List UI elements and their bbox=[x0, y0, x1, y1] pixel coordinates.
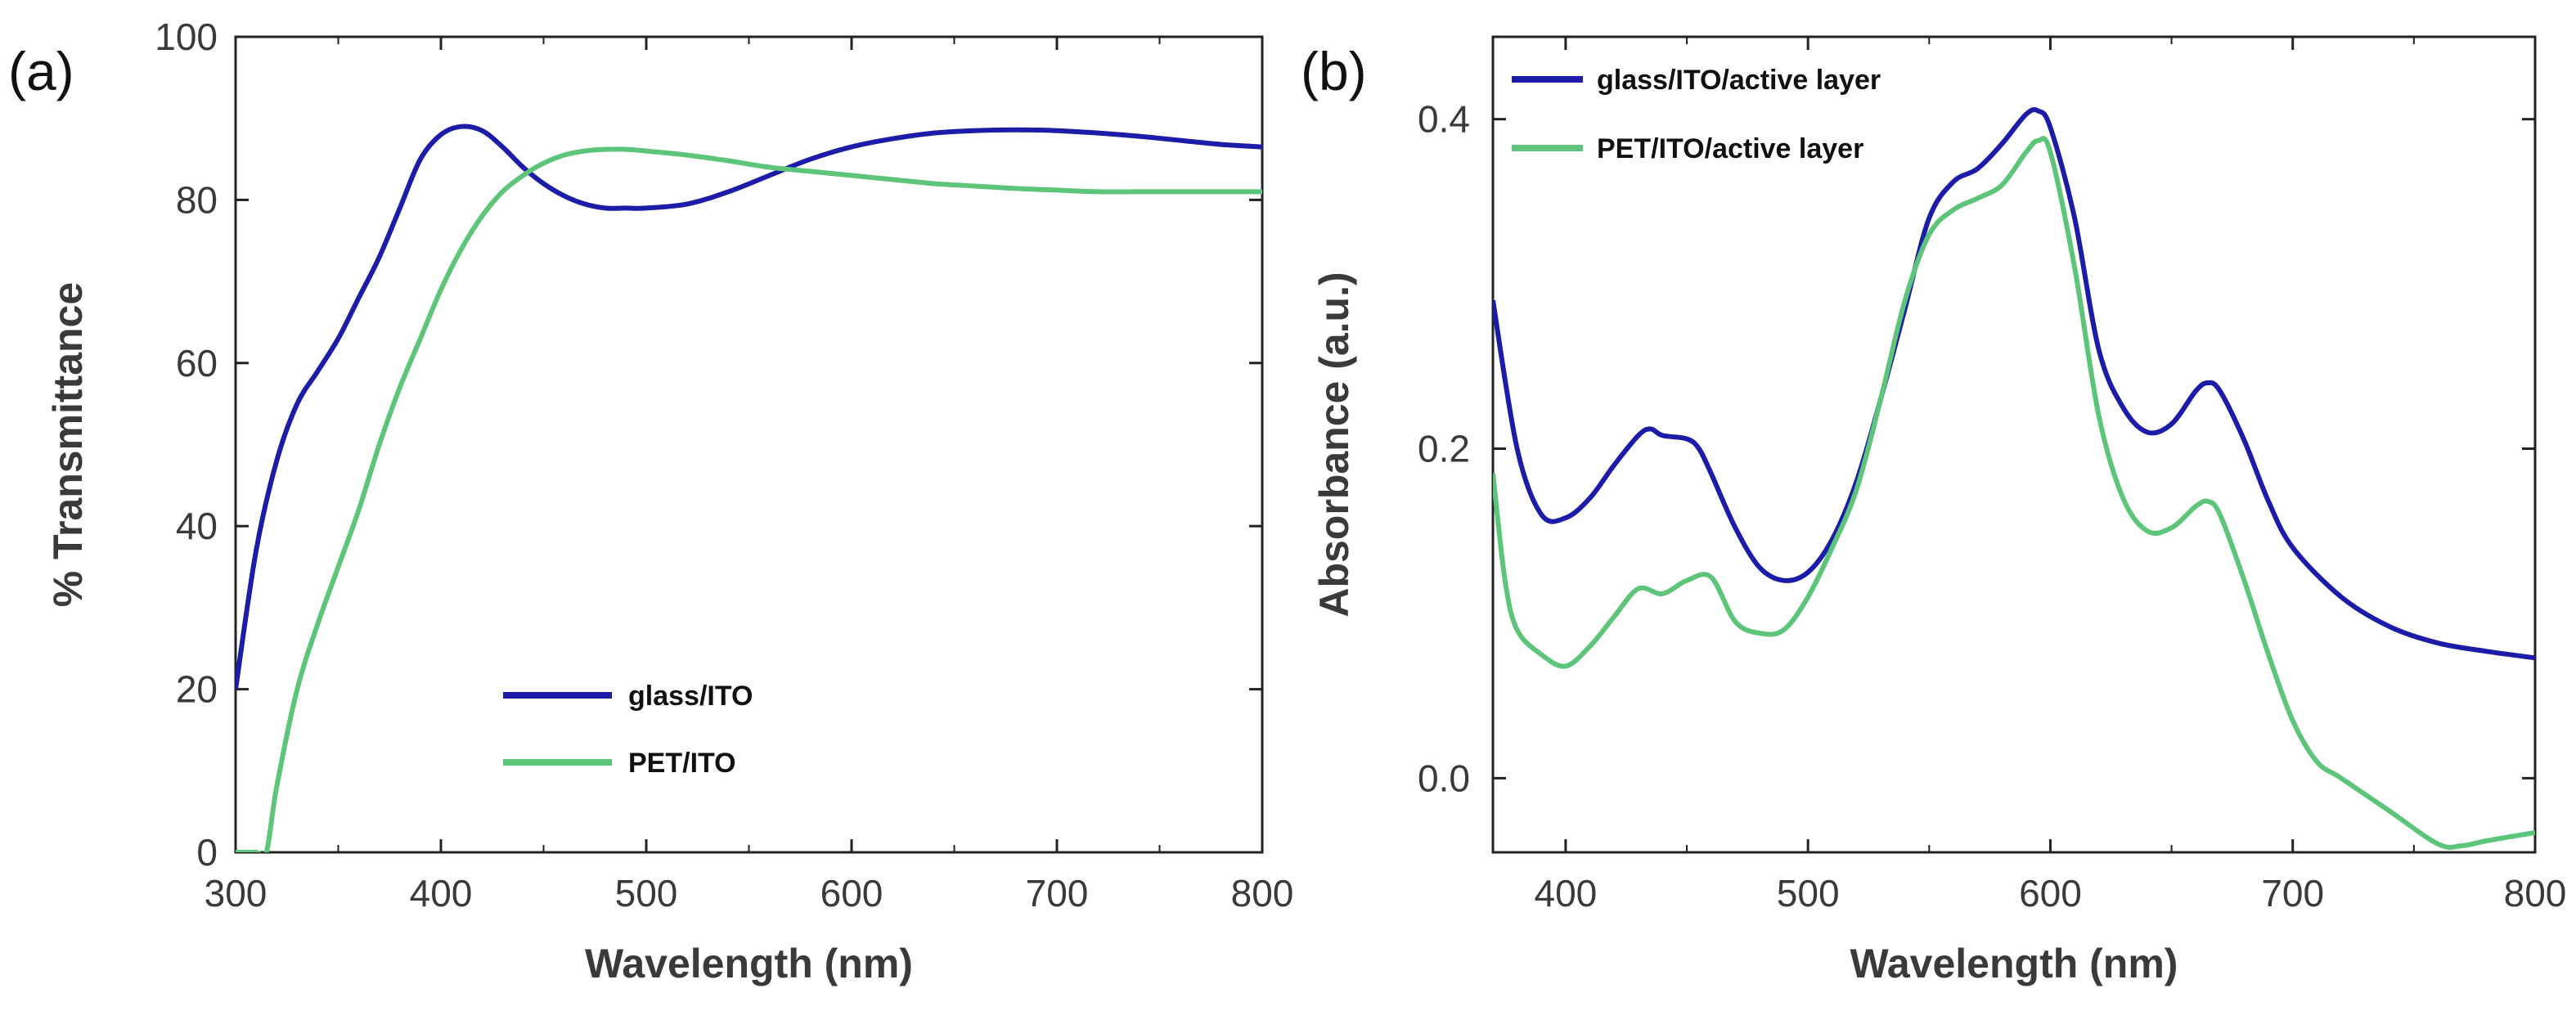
panel-label: (b) bbox=[1301, 41, 1367, 101]
x-tick-label: 300 bbox=[205, 872, 267, 914]
y-tick-label: 40 bbox=[176, 505, 218, 547]
series-line-2 bbox=[1493, 136, 2535, 850]
legend-label-2: PET/ITO bbox=[628, 748, 736, 779]
x-tick-label: 500 bbox=[615, 872, 678, 914]
y-axis-title: % Transmittance bbox=[45, 282, 91, 607]
x-tick-label: 800 bbox=[1231, 872, 1294, 914]
panel-b: (b) 400 500 600 700 800 0.0 0.2 0.4 Wavelength (n… bbox=[1301, 35, 2567, 986]
legend-label-1: glass/ITO/active layer bbox=[1597, 65, 1881, 96]
y-tick-label: 0.0 bbox=[1418, 757, 1470, 799]
y-tick-label: 20 bbox=[176, 668, 218, 711]
x-tick-label: 400 bbox=[410, 872, 473, 914]
y-axis-title: Absorbance (a.u.) bbox=[1311, 272, 1357, 617]
legend-label-1: glass/ITO bbox=[628, 681, 753, 712]
series-line-1 bbox=[236, 124, 1262, 690]
y-tick-label: 0 bbox=[196, 831, 218, 874]
series-line-1 bbox=[1493, 107, 2535, 661]
x-axis-title: Wavelength (nm) bbox=[585, 941, 913, 986]
y-tick-label: 100 bbox=[155, 16, 218, 58]
plot-frame bbox=[1491, 35, 2537, 854]
y-tick-label: 80 bbox=[176, 178, 218, 221]
y-tick-label: 0.4 bbox=[1418, 98, 1470, 141]
x-tick-label: 400 bbox=[1535, 872, 1598, 914]
y-tick-label: 0.2 bbox=[1418, 428, 1470, 470]
x-axis-title: Wavelength (nm) bbox=[1850, 941, 2178, 986]
x-tick-label: 700 bbox=[1026, 872, 1089, 914]
y-tick-label: 60 bbox=[176, 342, 218, 384]
panel-a: (a) 300 400 500 600 700 800 0 20 40 60 80 100 Wavelen… bbox=[8, 16, 1293, 986]
series-line-2 bbox=[236, 146, 1262, 852]
x-tick-label: 600 bbox=[2019, 872, 2082, 914]
legend-label-2: PET/ITO/active layer bbox=[1597, 133, 1863, 164]
plot-frame bbox=[234, 35, 1264, 854]
panel-label: (a) bbox=[8, 41, 74, 101]
x-tick-label: 500 bbox=[1777, 872, 1840, 914]
x-tick-label: 700 bbox=[2261, 872, 2324, 914]
x-tick-label: 600 bbox=[820, 872, 883, 914]
x-tick-label: 800 bbox=[2504, 872, 2567, 914]
